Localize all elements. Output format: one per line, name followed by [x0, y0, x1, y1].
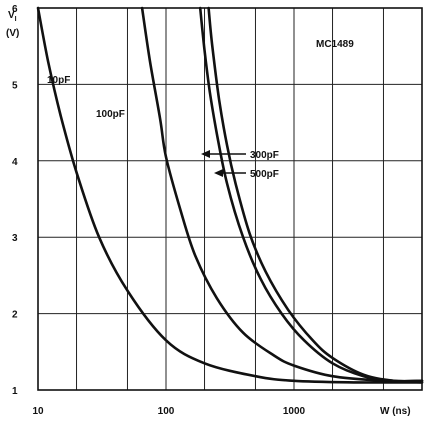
- y-axis-unit: (V): [6, 28, 19, 39]
- series-line-100pF: [140, 6, 424, 384]
- series-label-10pF: 10pF: [47, 75, 70, 86]
- arrow-300pF: [201, 150, 246, 158]
- y-tick-label: 2: [12, 310, 18, 321]
- y-axis-label: VI: [8, 10, 17, 23]
- x-tick-label: 10: [32, 406, 44, 417]
- arrow-500pF: [214, 169, 246, 177]
- y-tick-label: 5: [12, 80, 18, 91]
- y-tick-labels: 1 2 3 4 5 6: [12, 4, 18, 397]
- chart-title: MC1489: [316, 39, 354, 50]
- curves: [36, 6, 424, 384]
- x-tick-label: 1000: [283, 406, 306, 417]
- series-label-300pF: 300pF: [250, 150, 279, 161]
- x-tick-labels: 10 100 1000: [32, 406, 305, 417]
- y-tick-label: 4: [12, 157, 18, 168]
- x-axis-label: W (ns): [380, 406, 411, 417]
- y-tick-label: 1: [12, 386, 18, 397]
- series-label-500pF: 500pF: [250, 169, 279, 180]
- series-line-300pF: [198, 6, 424, 383]
- y-tick-label: 3: [12, 233, 18, 244]
- plot-frame: [37, 7, 423, 391]
- grid: [38, 8, 422, 390]
- series-line-500pF: [207, 6, 424, 383]
- series-label-100pF: 100pF: [96, 109, 125, 120]
- x-tick-label: 100: [158, 406, 175, 417]
- y-tick-label: 6: [12, 4, 18, 15]
- series-line-10pF: [36, 6, 424, 384]
